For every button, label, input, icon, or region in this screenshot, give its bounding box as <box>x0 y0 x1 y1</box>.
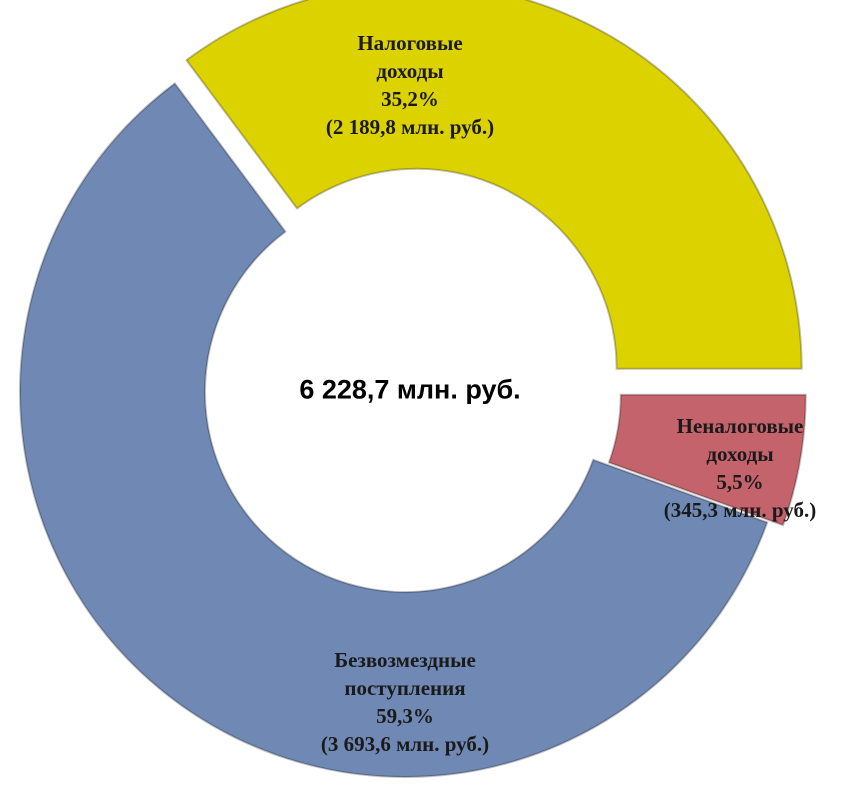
donut-slice <box>607 393 807 527</box>
slice-amount: (2 189,8 млн. руб.) <box>325 115 495 139</box>
slice-label: Неналоговые доходы 5,5% (345,3 млн. руб.) <box>660 412 820 524</box>
center-label: 6 228,7 млн. руб. <box>299 374 521 405</box>
slice-amount: (345,3 млн. руб.) <box>663 498 817 522</box>
slice-name: Безвозмездные поступления <box>334 648 476 700</box>
slice-percent: 5,5% <box>716 470 764 494</box>
donut-slice <box>185 0 803 370</box>
slice-percent: 59,3% <box>376 704 434 728</box>
slice-label: Безвозмездные поступления 59,3% (3 693,6 м… <box>321 646 489 758</box>
slice-label: Налоговые доходы 35,2% (2 189,8 млн. руб.) <box>326 29 494 141</box>
slice-percent: 35,2% <box>381 87 439 111</box>
donut-slice <box>19 81 769 778</box>
slice-amount: (3 693,6 млн. руб.) <box>320 732 490 756</box>
slice-name: Налоговые доходы <box>357 31 463 83</box>
slice-name: Неналоговые доходы <box>676 414 804 466</box>
